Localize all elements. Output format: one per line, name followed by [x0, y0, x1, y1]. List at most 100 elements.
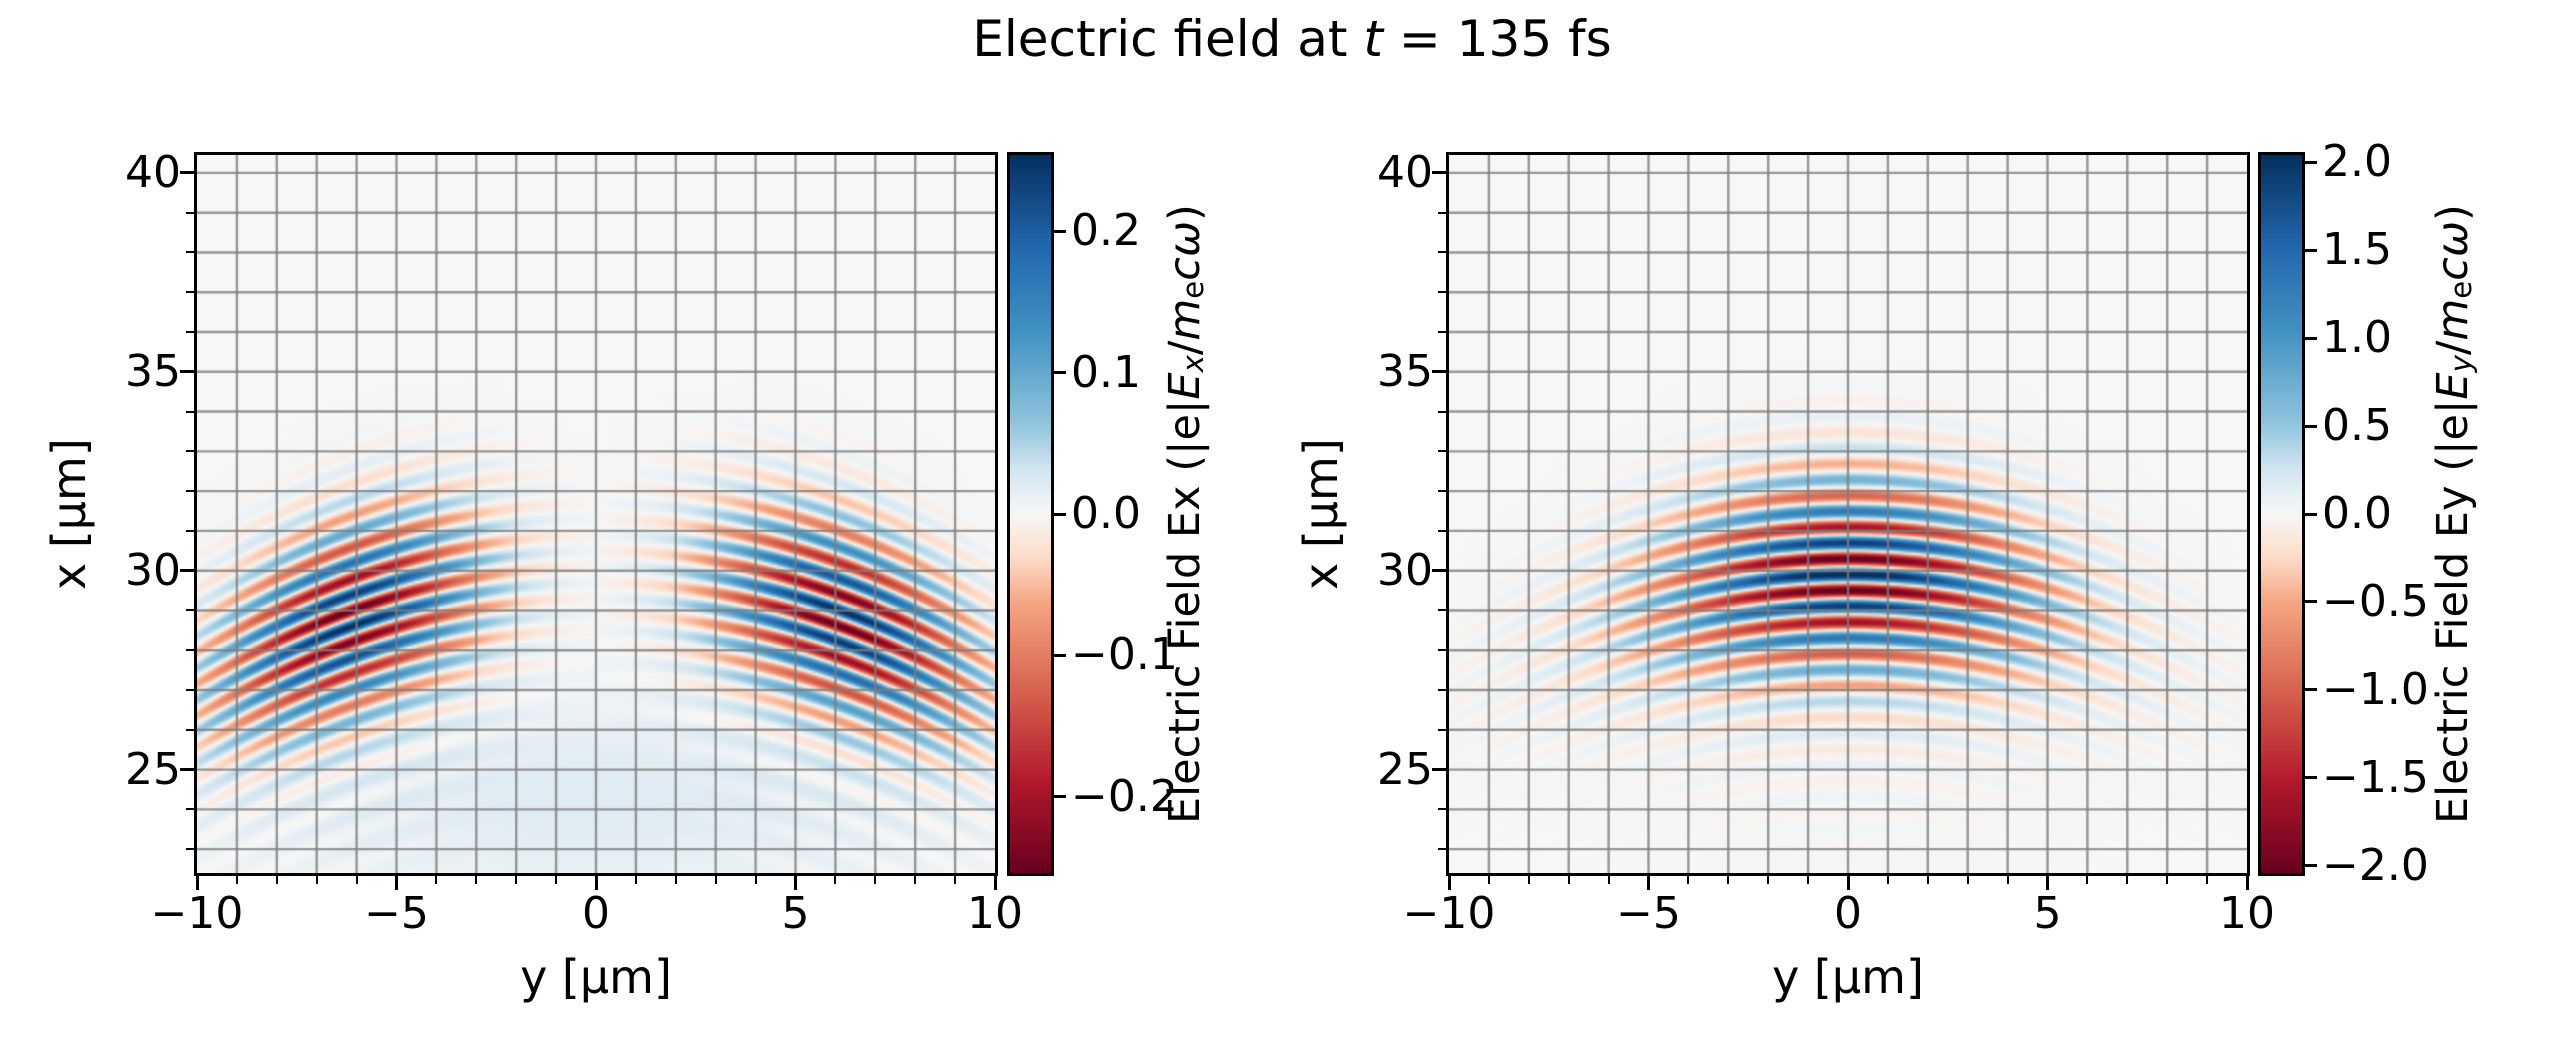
- ey-x-minor-tick: [1727, 876, 1730, 884]
- ex-x-minor-tick: [634, 876, 637, 884]
- ex-y-minor-tick: [186, 649, 194, 652]
- ex-y-minor-tick: [186, 450, 194, 453]
- ex-y-major-tick: [180, 370, 194, 374]
- ey-colorbar-tick: [2305, 688, 2317, 692]
- ex-x-minor-tick: [355, 876, 358, 884]
- ey-y-minor-tick: [1438, 689, 1446, 692]
- ex-y-minor-tick: [186, 211, 194, 214]
- ex-x-minor-tick: [235, 876, 238, 884]
- ex-axes: [194, 152, 998, 876]
- ey-x-minor-tick: [1807, 876, 1810, 884]
- ex-y-minor-tick: [186, 609, 194, 612]
- ey-x-tick-label: −5: [1616, 888, 1681, 939]
- ey-x-major-tick: [2046, 876, 2049, 890]
- ey-y-tick-label: 30: [1377, 544, 1433, 596]
- ex-y-tick-label: 40: [125, 146, 181, 198]
- ey-colorbar-tick-label: −0.5: [2322, 575, 2429, 627]
- ey-x-minor-tick: [1487, 876, 1490, 884]
- ex-colorbar-tick-label: 0.0: [1071, 488, 1141, 539]
- ex-y-minor-tick: [186, 490, 194, 493]
- ey-colorbar-tick-label: −1.5: [2322, 751, 2429, 803]
- label-segment: Electric Field Ex (|e|: [1160, 399, 1210, 824]
- ey-colorbar-tick-label: 1.5: [2322, 224, 2392, 276]
- ey-colorbar-tick: [2305, 160, 2317, 164]
- ey-y-tick-label: 25: [1377, 743, 1433, 795]
- ey-x-minor-tick: [1607, 876, 1610, 884]
- label-segment: m: [1160, 298, 1210, 341]
- ey-x-tick-label: 10: [2219, 888, 2275, 939]
- ey-y-minor-tick: [1438, 490, 1446, 493]
- ey-x-tick-label: 0: [1834, 888, 1862, 939]
- ey-y-major-tick: [1432, 370, 1446, 374]
- ey-colorbar: [2258, 152, 2305, 876]
- ex-colorbar-tick-label: −0.1: [1071, 629, 1178, 681]
- ex-x-tick-label: 0: [582, 888, 610, 939]
- ey-colorbar-tick-label: 2.0: [2322, 136, 2392, 188]
- ey-axes: [1446, 152, 2250, 876]
- ex-field-canvas: [197, 155, 995, 873]
- ex-x-major-tick: [594, 876, 598, 890]
- ey-colorbar-tick: [2305, 512, 2317, 516]
- ex-y-minor-tick: [186, 848, 194, 851]
- ey-y-major-tick: [1432, 768, 1446, 772]
- ey-x-minor-tick: [2206, 876, 2209, 884]
- ex-x-major-tick: [993, 876, 997, 890]
- ex-xaxis-label: y [μm]: [520, 950, 672, 1004]
- ex-x-minor-tick: [515, 876, 518, 884]
- ex-x-minor-tick: [555, 876, 558, 884]
- ex-y-minor-tick: [186, 331, 194, 333]
- label-segment: t: [1363, 10, 1384, 68]
- ey-x-minor-tick: [1966, 876, 1969, 884]
- ex-y-tick-label: 35: [125, 345, 181, 397]
- ey-y-minor-tick: [1438, 609, 1446, 612]
- ex-x-minor-tick: [714, 876, 717, 884]
- ey-field-canvas: [1449, 155, 2247, 873]
- ex-y-major-tick: [180, 768, 194, 772]
- ex-x-minor-tick: [275, 876, 278, 884]
- ex-y-major-tick: [180, 171, 194, 175]
- ex-colorbar: [1007, 152, 1054, 876]
- ex-x-minor-tick: [754, 876, 757, 884]
- ey-y-minor-tick: [1438, 410, 1446, 413]
- ey-x-minor-tick: [1527, 876, 1530, 884]
- ey-colorbar-canvas: [2261, 155, 2302, 873]
- ex-x-minor-tick: [834, 876, 837, 884]
- ey-x-major-tick: [1846, 876, 1850, 890]
- ex-y-minor-tick: [186, 291, 194, 294]
- ey-y-major-tick: [1432, 569, 1446, 573]
- ey-colorbar-tick-label: 0.5: [2322, 400, 2392, 451]
- ex-y-minor-tick: [186, 728, 194, 731]
- ex-y-minor-tick: [186, 410, 194, 413]
- ex-y-minor-tick: [186, 689, 194, 692]
- label-segment: E: [2428, 372, 2478, 400]
- ex-x-minor-tick: [475, 876, 478, 884]
- ex-x-major-tick: [395, 876, 398, 890]
- ey-x-major-tick: [1647, 876, 1650, 890]
- ey-y-minor-tick: [1438, 728, 1446, 731]
- ey-y-tick-label: 35: [1377, 345, 1433, 397]
- ey-colorbar-tick: [2305, 336, 2317, 340]
- ex-y-minor-tick: [186, 808, 194, 811]
- ey-y-minor-tick: [1438, 450, 1446, 453]
- ex-x-tick-label: −10: [150, 888, 244, 939]
- ex-x-major-tick: [195, 876, 199, 890]
- ey-y-minor-tick: [1438, 251, 1446, 254]
- ey-colorbar-tick: [2305, 864, 2317, 868]
- ey-x-major-tick: [2245, 876, 2249, 890]
- ex-y-minor-tick: [186, 251, 194, 254]
- ex-y-major-tick: [180, 569, 194, 573]
- ex-colorbar-tick: [1054, 653, 1066, 657]
- ey-x-minor-tick: [1926, 876, 1929, 884]
- ey-x-minor-tick: [2126, 876, 2129, 884]
- ey-y-minor-tick: [1438, 211, 1446, 214]
- ey-y-minor-tick: [1438, 331, 1446, 333]
- ex-colorbar-tick-label: −0.2: [1071, 770, 1178, 822]
- ey-colorbar-tick-label: 0.0: [2322, 488, 2392, 539]
- ex-colorbar-tick: [1054, 371, 1066, 375]
- ey-colorbar-tick: [2305, 776, 2317, 780]
- ex-y-tick-label: 25: [125, 743, 181, 795]
- label-segment: e: [1176, 280, 1211, 299]
- ey-y-minor-tick: [1438, 808, 1446, 811]
- ex-x-minor-tick: [914, 876, 917, 884]
